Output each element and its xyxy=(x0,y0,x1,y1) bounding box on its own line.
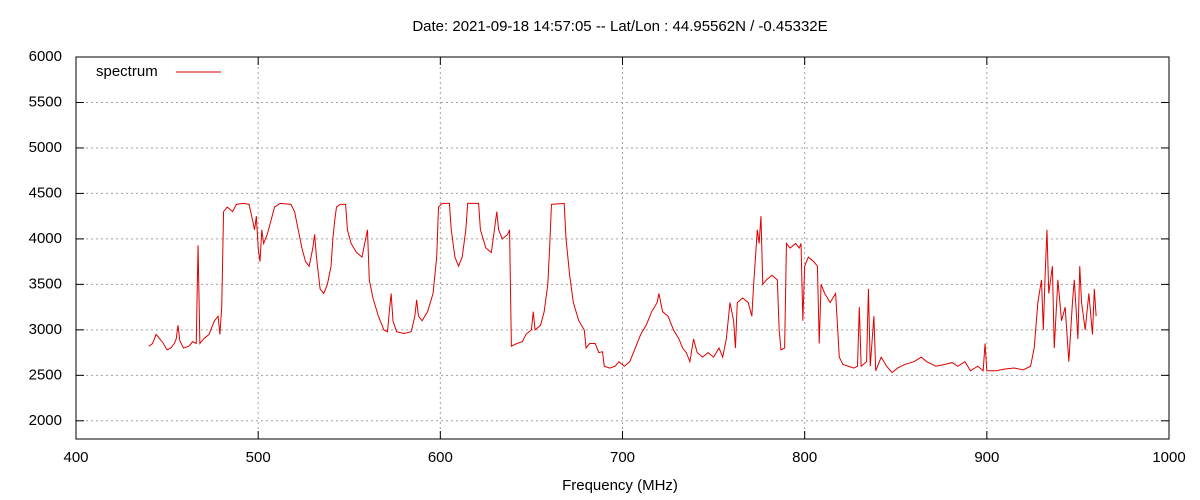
y-tick-label: 5500 xyxy=(29,93,62,110)
x-tick-label: 500 xyxy=(246,449,271,466)
x-tick-label: 700 xyxy=(610,449,635,466)
y-tick-label: 4500 xyxy=(29,184,62,201)
y-tick-label: 2500 xyxy=(29,366,62,383)
y-tick-label: 4000 xyxy=(29,230,62,247)
x-axis-label: Frequency (MHz) xyxy=(562,477,678,494)
plot-frame xyxy=(75,56,1170,440)
y-tick-label: 6000 xyxy=(29,48,62,65)
x-tick-label: 800 xyxy=(792,449,817,466)
series-line xyxy=(148,202,1097,374)
x-tick-label: 600 xyxy=(428,449,453,466)
x-tick-label: 900 xyxy=(974,449,999,466)
x-tick-label: 1000 xyxy=(1152,449,1185,466)
y-tick-label: 5000 xyxy=(29,139,62,156)
y-tick-label: 2000 xyxy=(29,412,62,429)
x-tick-label: 400 xyxy=(63,449,88,466)
chart-title: Date: 2021-09-18 14:57:05 -- Lat/Lon : 4… xyxy=(412,18,827,35)
legend-label: spectrum xyxy=(96,63,158,80)
y-tick-label: 3000 xyxy=(29,321,62,338)
y-tick-label: 3500 xyxy=(29,275,62,292)
